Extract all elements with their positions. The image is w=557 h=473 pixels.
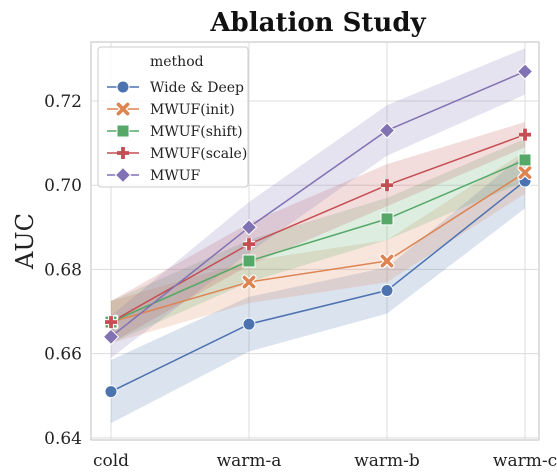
y-axis-label: AUC: [11, 213, 39, 270]
data-point: [380, 283, 394, 297]
data-point: [242, 317, 256, 331]
legend-label: MWUF(init): [150, 102, 235, 118]
legend-frame: [97, 46, 249, 188]
y-tick-label: 0.72: [44, 92, 82, 112]
y-tick-label: 0.70: [44, 176, 82, 196]
x-tick-label: warm-b: [354, 451, 420, 471]
chart-title: Ablation Study: [209, 8, 426, 38]
legend-label: Wide & Deep: [150, 80, 244, 96]
series-markers: [102, 63, 534, 399]
data-point: [518, 153, 532, 167]
legend-label: MWUF: [150, 168, 201, 184]
legend-item: MWUF(shift): [107, 124, 243, 140]
x-tick-label: warm-a: [217, 451, 282, 471]
data-point: [242, 254, 256, 268]
legend-item: MWUF(init): [107, 101, 235, 118]
y-tick-label: 0.64: [44, 429, 82, 449]
legend-marker: [116, 124, 130, 138]
data-point: [102, 328, 120, 346]
data-point: [104, 385, 118, 399]
data-point: [378, 122, 396, 139]
legend-item: Wide & Deep: [107, 80, 244, 96]
data-point: [241, 274, 257, 290]
legend-title: method: [150, 54, 204, 70]
data-point: [380, 212, 394, 226]
data-point: [381, 179, 393, 192]
data-point: [519, 128, 531, 141]
confidence-band: [111, 153, 525, 424]
series-lines: [110, 70, 526, 393]
confidence-band: [111, 48, 525, 358]
legend-marker: [117, 147, 129, 159]
series-line: [110, 159, 526, 323]
y-tick-label: 0.68: [44, 260, 82, 280]
x-tick-label: warm-c: [493, 451, 557, 471]
legend-item: MWUF: [107, 166, 201, 184]
tick-labels: 0.64 0.66 0.68 0.70 0.72 cold warm-a warm-b warm…: [44, 92, 557, 471]
x-tick-label: cold: [93, 451, 129, 471]
legend-label: MWUF(shift): [150, 124, 243, 140]
y-tick-label: 0.66: [44, 345, 82, 365]
data-point: [240, 219, 258, 236]
legend-marker: [115, 101, 131, 117]
legend-item: MWUF(scale): [107, 146, 247, 162]
series-line: [110, 180, 526, 393]
data-point: [243, 238, 255, 251]
confidence-band: [111, 151, 525, 344]
series-line: [110, 70, 526, 338]
series-line: [110, 171, 526, 323]
data-point: [105, 316, 117, 329]
data-point: [516, 63, 534, 80]
legend-label: MWUF(scale): [150, 146, 247, 162]
legend: method Wide & Deep MWUF(init) MWUF(shift) M…: [97, 46, 249, 188]
series-line: [110, 133, 526, 323]
confidence-band: [111, 122, 525, 344]
legend-marker: [116, 80, 130, 94]
legend-marker: [114, 166, 132, 184]
data-point: [517, 164, 533, 181]
data-point: [379, 253, 395, 269]
